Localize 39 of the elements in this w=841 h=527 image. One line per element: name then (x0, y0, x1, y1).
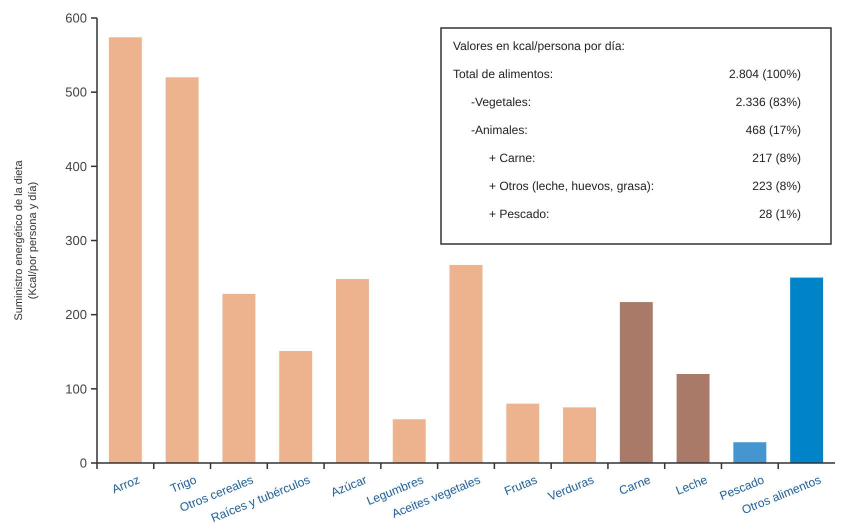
annotation: 2.804 (100%) (728, 67, 802, 81)
y-tick-label: 500 (65, 84, 87, 100)
x-tick-label: Trigo (168, 472, 199, 496)
annotation: + Carne: (489, 151, 536, 165)
annotation: + Otros (leche, huevos, grasa): (489, 179, 654, 193)
y-tick-label: 400 (65, 158, 87, 174)
x-tick-label: Leche (674, 472, 710, 498)
annotation: -Vegetales: (471, 95, 532, 109)
annotation: Total de alimentos: (453, 67, 554, 81)
y-tick-label: 100 (65, 381, 87, 396)
annotation: 468 (17%) (746, 123, 801, 137)
y-tick-label: 300 (65, 233, 87, 248)
bar (108, 37, 142, 463)
bar (790, 278, 824, 463)
bar (166, 77, 199, 463)
bar (222, 294, 256, 463)
bar (506, 404, 540, 463)
x-tick-label: Arroz (110, 472, 142, 496)
bar (392, 419, 426, 463)
y-tick-label: 600 (65, 10, 87, 26)
annotation: 223 (8%) (752, 179, 801, 193)
bar (279, 351, 312, 463)
bar (563, 407, 596, 463)
annotation: 217 (8%) (752, 151, 801, 165)
annotation: -Animales: (471, 123, 528, 137)
x-tick-label: Frutas (502, 472, 540, 498)
y-tick-label: 0 (80, 456, 87, 471)
annotation: 28 (1%) (758, 207, 801, 221)
y-tick-label: 200 (65, 307, 87, 322)
bar (676, 374, 710, 463)
bar (733, 442, 766, 463)
y-axis-title: Suministro energético de la dieta (Kcal/por persona y día) (13, 160, 39, 321)
bar (620, 302, 653, 463)
annotation: + Pescado: (489, 207, 550, 221)
annotation: 2.336 (83%) (736, 95, 801, 109)
x-tick-label: Carne (617, 472, 653, 498)
annotation: Valores en kcal/persona por día: (453, 39, 625, 53)
bar (336, 279, 369, 463)
bar (450, 264, 482, 463)
